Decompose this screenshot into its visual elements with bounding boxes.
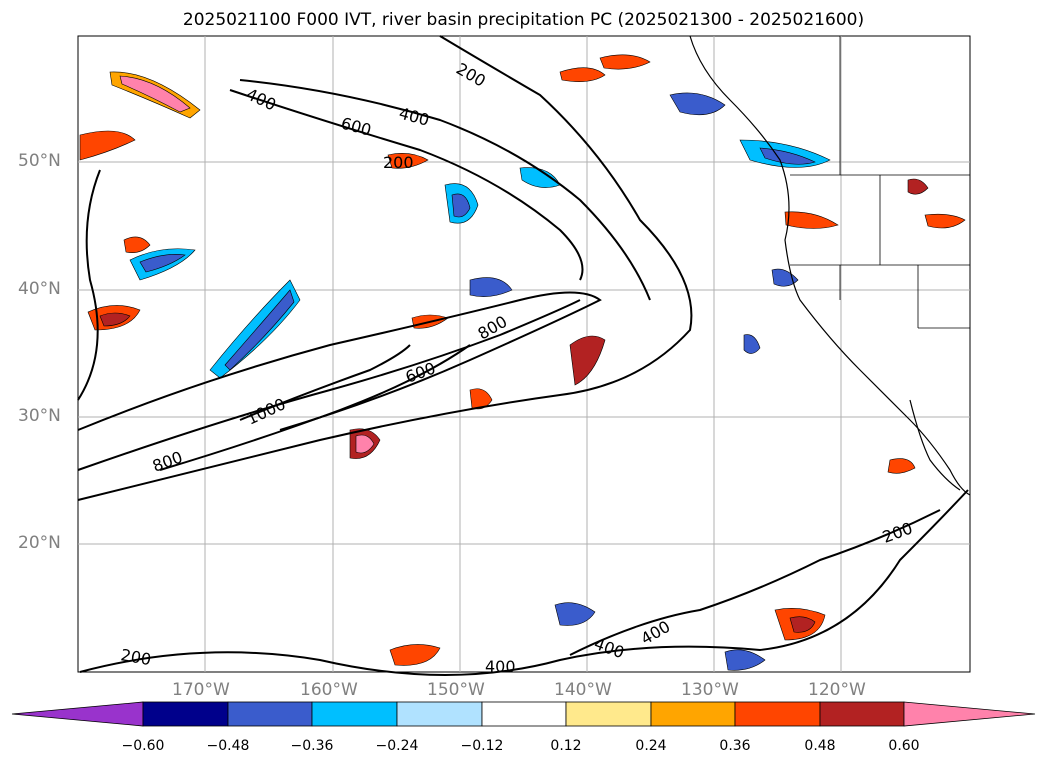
colorbar-segment: [819, 701, 905, 727]
ivt-contour-600: [229, 89, 584, 281]
colorbar-segment: [396, 701, 483, 727]
map-frame: [77, 35, 971, 673]
negative-anomaly: [554, 602, 596, 626]
negative-anomaly: [759, 147, 816, 165]
colorbar-segment: [142, 701, 229, 727]
colorbar-tick: 0.12: [550, 738, 582, 754]
colorbar: [11, 701, 1036, 727]
negative-anomaly: [771, 268, 799, 287]
precip-anomaly-fields: [79, 54, 966, 671]
ivt-contour-200: [77, 169, 101, 401]
positive-anomaly: [559, 67, 606, 82]
ivt-contour-200: [79, 489, 969, 676]
ivt-contour-1000: [239, 344, 411, 421]
positive-anomaly: [389, 644, 441, 666]
lon-label-140w: 140°W: [554, 680, 612, 700]
positive-anomaly: [907, 178, 929, 195]
colorbar-segment: [734, 701, 821, 727]
lon-label-120w: 120°W: [808, 680, 866, 700]
map-title: 2025021100 F000 IVT, river basin precipi…: [182, 10, 865, 30]
lat-label-50n: 50°N: [18, 151, 61, 171]
lat-label-30n: 30°N: [18, 406, 61, 426]
positive-anomaly: [789, 616, 816, 633]
negative-anomaly: [451, 193, 471, 218]
state-borders: [790, 36, 970, 329]
colorbar-segment: [481, 701, 567, 727]
colorbar-segment: [227, 701, 313, 727]
colorbar-tick: −0.24: [375, 738, 419, 754]
colorbar-tick: −0.60: [121, 738, 165, 754]
colorbar-segment: [565, 701, 652, 727]
lat-label-40n: 40°N: [18, 279, 61, 299]
ivt-contour-400: [569, 509, 941, 656]
positive-anomaly: [387, 153, 429, 169]
negative-anomaly: [224, 289, 295, 371]
colorbar-tick: 0.48: [804, 738, 836, 754]
positive-anomaly: [924, 213, 966, 229]
positive-anomaly: [119, 75, 191, 113]
ivt-contour-400: [239, 79, 651, 301]
ivt-contour-600: [77, 299, 581, 471]
negative-anomaly: [724, 649, 766, 671]
negative-anomaly: [139, 254, 186, 273]
colorbar-extend-high: [903, 701, 1036, 727]
lon-label-160w: 160°W: [300, 680, 358, 700]
colorbar-segment: [650, 701, 736, 727]
coastline: [689, 35, 971, 496]
colorbar-extend-low: [11, 701, 144, 727]
contour-label: 400: [485, 657, 516, 676]
positive-anomaly: [79, 130, 136, 161]
lon-label-170w: 170°W: [172, 680, 230, 700]
positive-anomaly: [99, 312, 131, 327]
colorbar-tick: −0.48: [206, 738, 250, 754]
colorbar-tick: 0.60: [888, 738, 920, 754]
positive-anomaly: [599, 54, 651, 70]
ivt-contour-200: [77, 35, 693, 501]
ivt-contour-400: [77, 291, 602, 431]
colorbar-tick: 0.24: [635, 738, 667, 754]
colorbar-tick: 0.36: [719, 738, 751, 754]
positive-anomaly: [887, 458, 916, 474]
positive-anomaly: [569, 335, 606, 386]
positive-anomaly: [355, 434, 375, 454]
positive-anomaly: [123, 236, 151, 253]
ivt-contour-800: [159, 344, 471, 471]
colorbar-tick: −0.36: [290, 738, 334, 754]
lat-label-20n: 20°N: [18, 533, 61, 553]
negative-anomaly: [669, 92, 726, 116]
colorbar-tick: −0.12: [460, 738, 504, 754]
colorbar-segment: [311, 701, 398, 727]
contour-label: 200: [383, 153, 414, 172]
lon-label-130w: 130°W: [681, 680, 739, 700]
positive-anomaly: [784, 211, 839, 229]
ivt-contour-labels: 200 400 600 400 200 800 600 1000 800 200…: [119, 59, 915, 676]
negative-anomaly: [469, 277, 513, 297]
lon-label-150w: 150°W: [427, 680, 485, 700]
negative-anomaly: [743, 334, 761, 354]
ivt-contours: [77, 35, 969, 676]
